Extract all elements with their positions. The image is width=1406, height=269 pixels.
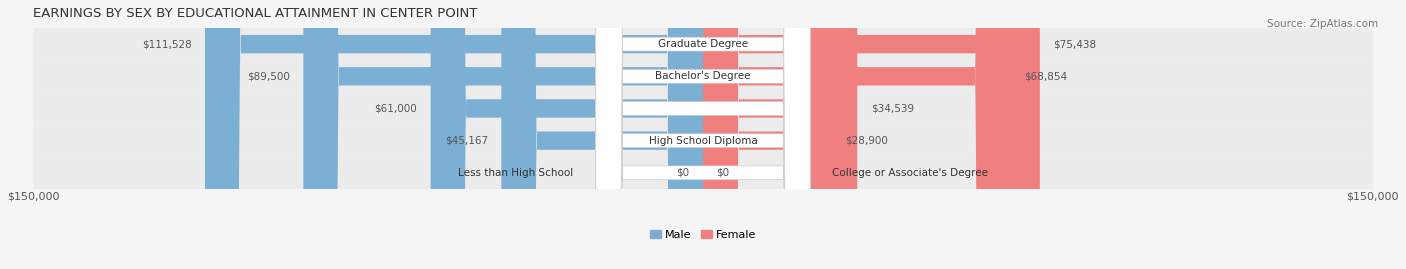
Text: $111,528: $111,528 [142, 39, 191, 49]
FancyBboxPatch shape [703, 0, 858, 269]
Text: $0: $0 [676, 168, 689, 178]
FancyBboxPatch shape [596, 0, 810, 269]
Text: Source: ZipAtlas.com: Source: ZipAtlas.com [1267, 19, 1378, 29]
Text: EARNINGS BY SEX BY EDUCATIONAL ATTAINMENT IN CENTER POINT: EARNINGS BY SEX BY EDUCATIONAL ATTAINMEN… [34, 7, 478, 20]
FancyBboxPatch shape [34, 60, 1372, 92]
FancyBboxPatch shape [703, 0, 1040, 269]
FancyBboxPatch shape [34, 28, 1372, 60]
FancyBboxPatch shape [703, 0, 1011, 269]
FancyBboxPatch shape [34, 125, 1372, 157]
Text: $45,167: $45,167 [444, 136, 488, 146]
Text: Less than High School: Less than High School [458, 168, 574, 178]
FancyBboxPatch shape [596, 0, 810, 269]
Text: College or Associate's Degree: College or Associate's Degree [832, 168, 988, 178]
Text: $28,900: $28,900 [845, 136, 889, 146]
FancyBboxPatch shape [596, 0, 810, 269]
FancyBboxPatch shape [304, 0, 703, 269]
FancyBboxPatch shape [34, 92, 1372, 125]
FancyBboxPatch shape [430, 0, 703, 269]
Text: Graduate Degree: Graduate Degree [658, 39, 748, 49]
Text: $89,500: $89,500 [247, 71, 290, 81]
FancyBboxPatch shape [596, 0, 810, 269]
FancyBboxPatch shape [703, 0, 832, 269]
Text: Bachelor's Degree: Bachelor's Degree [655, 71, 751, 81]
FancyBboxPatch shape [502, 0, 703, 269]
Text: $68,854: $68,854 [1024, 71, 1067, 81]
FancyBboxPatch shape [205, 0, 703, 269]
FancyBboxPatch shape [34, 157, 1372, 189]
FancyBboxPatch shape [596, 0, 810, 269]
Text: High School Diploma: High School Diploma [648, 136, 758, 146]
Text: $34,539: $34,539 [870, 104, 914, 114]
Text: $0: $0 [717, 168, 730, 178]
Text: $75,438: $75,438 [1053, 39, 1097, 49]
Text: $61,000: $61,000 [374, 104, 418, 114]
Legend: Male, Female: Male, Female [645, 225, 761, 245]
